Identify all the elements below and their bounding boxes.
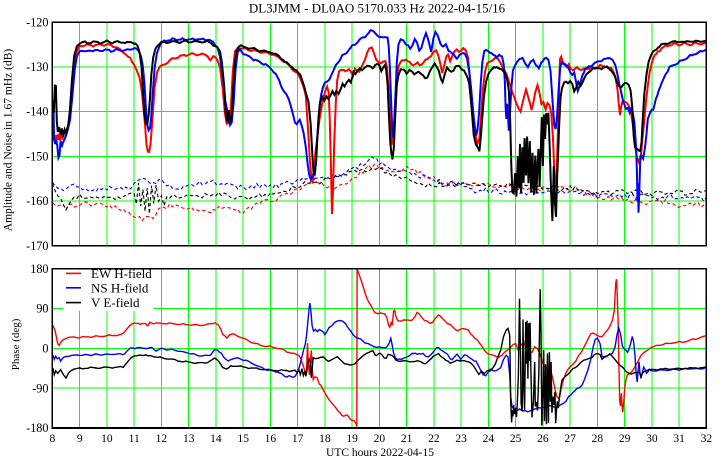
svg-text:13: 13 <box>183 433 195 445</box>
svg-text:17: 17 <box>292 433 304 445</box>
svg-text:180: 180 <box>30 262 48 276</box>
svg-text:EW H-field: EW H-field <box>91 266 152 281</box>
svg-text:32: 32 <box>701 433 713 445</box>
svg-text:11: 11 <box>129 433 140 445</box>
svg-text:20: 20 <box>374 433 386 445</box>
svg-text:-140: -140 <box>26 105 48 119</box>
svg-text:21: 21 <box>401 433 413 445</box>
svg-text:18: 18 <box>319 433 331 445</box>
svg-text:-160: -160 <box>26 194 48 208</box>
svg-text:19: 19 <box>346 433 358 445</box>
svg-text:-170: -170 <box>26 239 48 253</box>
svg-text:12: 12 <box>156 433 168 445</box>
svg-text:31: 31 <box>673 433 685 445</box>
svg-text:-130: -130 <box>26 60 48 74</box>
svg-text:30: 30 <box>646 433 658 445</box>
svg-text:10: 10 <box>101 433 113 445</box>
svg-text:14: 14 <box>210 433 222 445</box>
svg-text:90: 90 <box>36 302 48 316</box>
svg-text:0: 0 <box>42 342 48 356</box>
svg-text:23: 23 <box>455 433 467 445</box>
svg-text:DL3JMM - DL0AO 5170.033 Hz 202: DL3JMM - DL0AO 5170.033 Hz 2022-04-15/16 <box>249 1 506 16</box>
svg-text:-120: -120 <box>26 15 48 29</box>
svg-text:UTC hours 2022-04-15: UTC hours 2022-04-15 <box>326 447 434 459</box>
svg-text:16: 16 <box>265 433 277 445</box>
svg-text:NS H-field: NS H-field <box>91 280 149 295</box>
svg-text:25: 25 <box>510 433 522 445</box>
svg-text:15: 15 <box>237 433 249 445</box>
svg-text:22: 22 <box>428 433 440 445</box>
svg-text:28: 28 <box>592 433 604 445</box>
svg-text:-180: -180 <box>26 421 48 435</box>
svg-text:Amplitude and Noise in 1.67 mH: Amplitude and Noise in 1.67 mHz (dB) <box>3 49 15 232</box>
svg-text:9: 9 <box>77 433 83 445</box>
svg-text:-150: -150 <box>26 149 48 163</box>
svg-text:-90: -90 <box>32 381 48 395</box>
svg-text:Phase (deg): Phase (deg) <box>10 318 22 370</box>
svg-text:8: 8 <box>50 433 56 445</box>
svg-text:26: 26 <box>537 433 549 445</box>
svg-text:V E-field: V E-field <box>91 295 140 310</box>
svg-text:24: 24 <box>483 433 495 445</box>
svg-text:27: 27 <box>564 433 576 445</box>
svg-text:29: 29 <box>619 433 631 445</box>
